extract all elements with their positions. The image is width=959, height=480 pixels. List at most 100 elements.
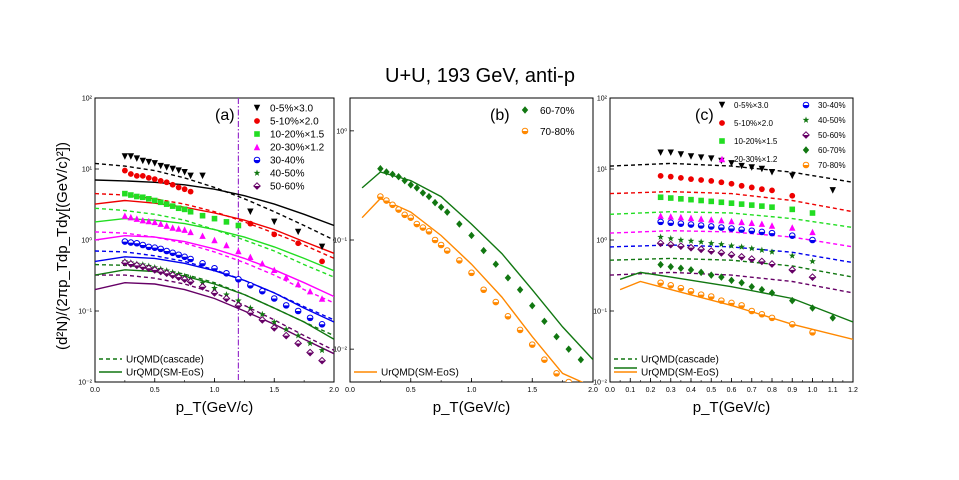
legend-marker: [719, 138, 725, 144]
data-point-fill: [389, 204, 396, 208]
data-point: [758, 186, 765, 193]
legend-label: 5-10%×2.0: [734, 119, 773, 128]
data-point: [389, 170, 396, 178]
data-point: [698, 177, 705, 183]
legend-label: 0-5%×3.0: [734, 101, 769, 110]
x-tick-label: 0.5: [406, 387, 416, 394]
data-point-fill: [667, 222, 674, 226]
data-point-fill: [259, 291, 266, 295]
data-point: [728, 217, 735, 225]
data-point-fill: [657, 282, 664, 286]
data-point: [758, 285, 766, 294]
data-point: [516, 286, 524, 294]
data-point: [480, 246, 487, 255]
data-point: [697, 238, 705, 245]
data-point: [127, 213, 135, 221]
data-point-fill: [271, 327, 278, 331]
data-point-fill: [688, 291, 694, 295]
model-legend-label: UrQMD(cascade): [641, 355, 719, 366]
data-point-fill: [127, 263, 135, 268]
data-point: [169, 165, 176, 173]
data-point-fill: [235, 279, 242, 283]
data-point-fill: [738, 229, 745, 233]
data-point-fill: [306, 352, 314, 356]
data-point: [565, 345, 572, 353]
data-point: [163, 222, 170, 229]
model-legend-label: UrQMD(SM-EoS): [641, 368, 719, 379]
data-point: [169, 224, 176, 231]
data-point: [169, 181, 176, 188]
data-point: [657, 212, 664, 219]
data-point: [377, 165, 384, 173]
data-point: [157, 162, 164, 170]
data-point: [529, 302, 536, 310]
data-point: [687, 237, 695, 244]
figure-title: U+U, 193 GeV, anti-p: [385, 65, 575, 87]
data-point: [151, 218, 158, 226]
data-point-fill: [809, 277, 816, 281]
data-point: [235, 297, 242, 304]
data-point: [133, 215, 141, 222]
data-point-fill: [759, 314, 765, 318]
data-point: [163, 164, 170, 171]
x-tick-label: 1.1: [828, 387, 838, 394]
data-point: [738, 182, 745, 189]
x-tick-label: 0.2: [646, 387, 656, 394]
data-point: [789, 192, 796, 199]
data-point-fill: [259, 319, 266, 324]
data-point-fill: [318, 360, 326, 364]
data-point-fill: [698, 225, 704, 229]
data-point-fill: [271, 298, 278, 302]
data-point-fill: [748, 230, 755, 234]
data-point: [121, 153, 129, 160]
model-legend-label: UrQMD(SM-EoS): [381, 368, 459, 379]
data-point-fill: [151, 247, 158, 251]
legend-label: 60-70%: [540, 106, 575, 117]
data-point: [223, 219, 230, 225]
y-tick-label: 10⁻¹: [333, 238, 347, 245]
data-point-fill: [145, 246, 152, 250]
legend-label: 20-30%×1.2: [734, 155, 778, 164]
data-point: [468, 231, 475, 240]
data-point: [688, 196, 694, 203]
data-point: [139, 217, 146, 224]
data-point: [748, 164, 755, 171]
data-point: [247, 220, 254, 227]
data-point-fill: [553, 373, 560, 377]
model-curve-solid: [619, 271, 853, 323]
model-curve-dashed: [95, 162, 334, 241]
legend-label: 40-50%: [270, 169, 305, 180]
data-point-fill: [468, 272, 475, 276]
data-point-fill: [708, 296, 715, 300]
data-point: [697, 215, 705, 222]
legend-label: 60-70%: [818, 146, 846, 155]
data-point-fill: [395, 209, 402, 213]
data-point: [492, 260, 499, 268]
data-point: [319, 258, 325, 265]
data-point: [187, 188, 194, 195]
data-point: [318, 346, 326, 354]
data-point-fill: [128, 242, 134, 246]
model-curve-dashed: [610, 210, 853, 229]
x-tick-label: 0.3: [666, 387, 676, 394]
data-point: [718, 240, 725, 248]
data-point: [758, 165, 766, 173]
data-point: [187, 228, 194, 236]
data-point-fill: [134, 243, 140, 247]
data-point-fill: [456, 260, 463, 264]
data-point-fill: [444, 250, 450, 254]
data-point: [407, 181, 414, 189]
data-point: [768, 169, 776, 176]
data-point: [707, 239, 715, 247]
data-point: [157, 220, 164, 227]
y-tick-label: 10⁰: [596, 237, 607, 245]
data-point: [708, 177, 715, 184]
data-point-fill: [294, 343, 302, 347]
data-point: [199, 212, 206, 219]
data-point: [768, 248, 776, 255]
data-point: [667, 213, 674, 220]
model-curve-dashed: [610, 271, 853, 294]
data-point: [718, 199, 725, 206]
data-point: [187, 208, 194, 215]
data-point: [677, 264, 685, 272]
